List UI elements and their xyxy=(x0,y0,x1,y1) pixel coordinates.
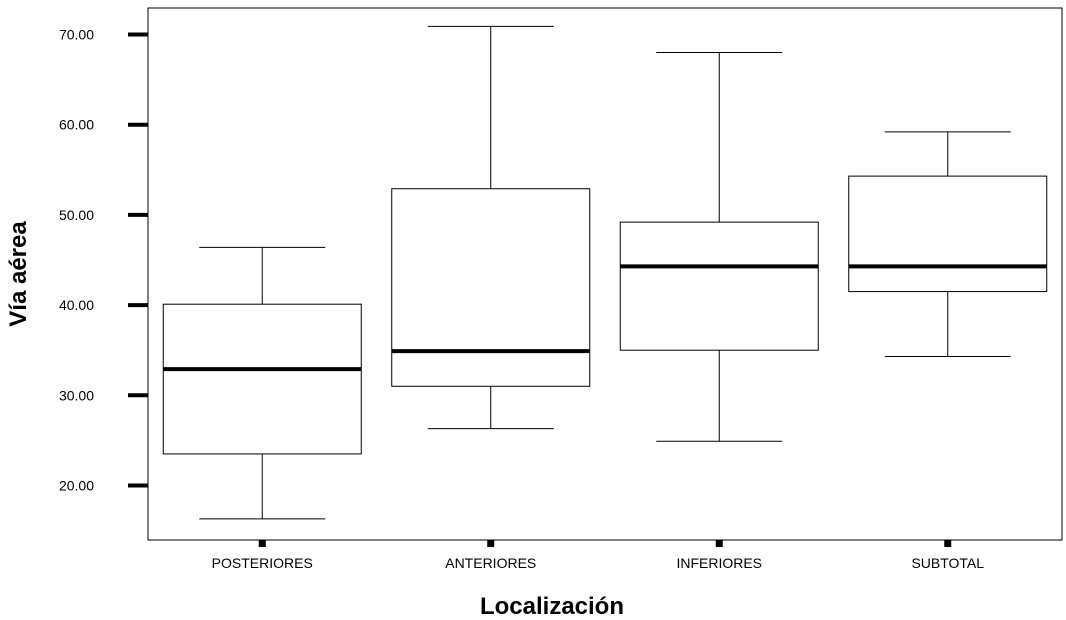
y-tick-label: 70.00 xyxy=(59,27,94,43)
x-axis: POSTERIORES ANTERIORES INFERIORES SUBTOTAL xyxy=(212,540,984,571)
box-anteriores xyxy=(391,25,591,430)
x-tick-label: INFERIORES xyxy=(676,555,762,571)
y-tick-label: 30.00 xyxy=(59,387,94,403)
x-axis-title: Localización xyxy=(480,593,624,620)
box-subtotal xyxy=(848,131,1048,358)
iqr-box xyxy=(162,303,362,455)
box-inferiores xyxy=(619,52,819,442)
x-tick-label: SUBTOTAL xyxy=(911,555,984,571)
y-axis: 20.00 30.00 40.00 50.00 60.00 70.00 xyxy=(59,27,148,494)
iqr-box xyxy=(848,175,1048,293)
x-tick-label: ANTERIORES xyxy=(445,555,536,571)
y-tick-label: 60.00 xyxy=(59,117,94,133)
plot-frame xyxy=(147,7,1063,541)
x-tick-label: POSTERIORES xyxy=(212,555,313,571)
y-axis-title: Vía aérea xyxy=(5,221,32,327)
y-tick-label: 40.00 xyxy=(59,297,94,313)
boxes xyxy=(162,25,1048,520)
box-posteriores xyxy=(162,246,362,520)
y-tick-label: 20.00 xyxy=(59,478,94,494)
iqr-box xyxy=(619,221,819,351)
y-tick-label: 50.00 xyxy=(59,207,94,223)
iqr-box xyxy=(391,188,591,387)
